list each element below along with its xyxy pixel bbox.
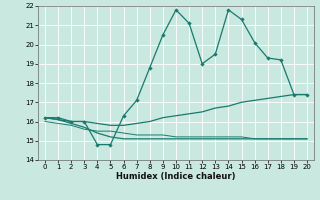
X-axis label: Humidex (Indice chaleur): Humidex (Indice chaleur) xyxy=(116,172,236,181)
